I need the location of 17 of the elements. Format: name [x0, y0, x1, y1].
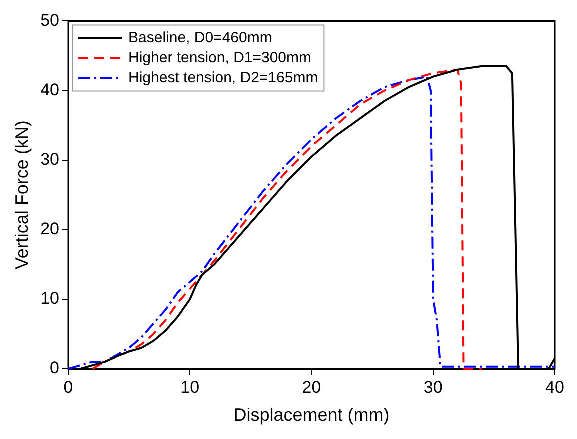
- line-series: [92, 68, 484, 370]
- y-tick-label: 40: [40, 80, 60, 100]
- x-tick-label: 30: [424, 378, 443, 397]
- x-tick-label: 40: [546, 378, 564, 397]
- y-tick-label: 20: [40, 220, 60, 239]
- x-tick-label: 0: [64, 378, 74, 397]
- x-tick-label: 10: [180, 378, 200, 397]
- y-axis-title: Vertical Force (kN): [12, 120, 32, 270]
- y-tick-label: 0: [50, 358, 60, 378]
- legend-label: Higher tension, D1=300mm: [128, 49, 312, 66]
- y-tick-label: 10: [40, 289, 60, 308]
- y-tick-label: 30: [40, 150, 60, 170]
- x-axis-title: Displacement (mm): [234, 405, 390, 426]
- legend-label: Baseline, D0=460mm: [128, 29, 272, 46]
- legend-label: Highest tension, D2=165mm: [128, 69, 318, 86]
- x-tick-label: 20: [302, 378, 322, 397]
- y-tick-label: 50: [40, 10, 60, 30]
